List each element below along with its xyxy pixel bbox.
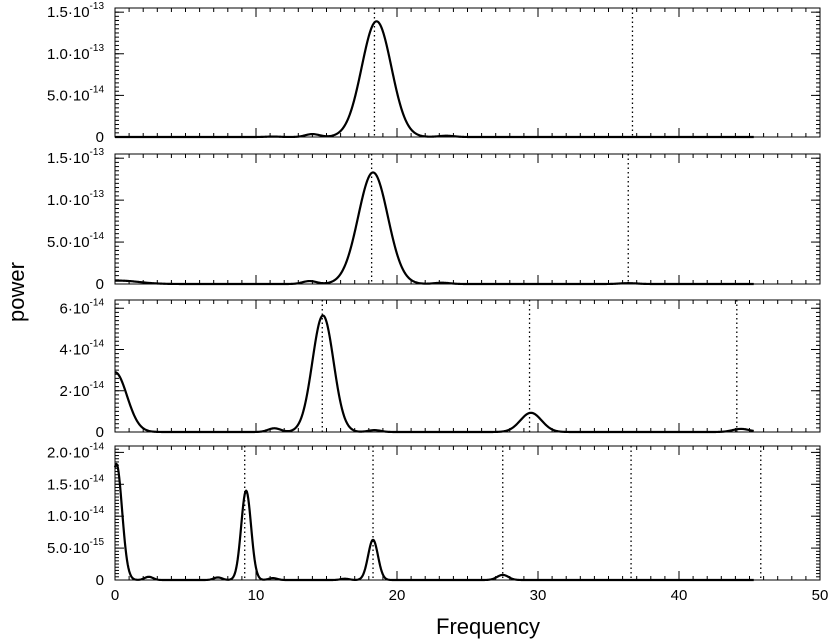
power-spectrum-curve [114,171,755,286]
panel-3: 0 2·10-14 4·10-14 6·10-14 [60,297,821,441]
panel-frame [114,7,821,138]
panel-1: 0 5.0·10-14 1.0·10-13 1.5·10-13 [47,1,821,146]
x-tick-label: 40 [671,587,688,604]
y-tick-label: 1.0·10-13 [47,43,104,63]
x-axis-title: Frequency [436,614,540,639]
y-tick-label: 0 [96,572,104,589]
y-tick-label: 0 [96,424,104,441]
panel-2: 0 5.0·10-14 1.0·10-13 1.5·10-13 [47,147,821,293]
y-tick-label: 6·10-14 [60,297,105,317]
x-tick-label: 0 [111,587,119,604]
y-tick-label: 2·10-14 [60,380,105,400]
panel-frame [114,445,821,581]
panel-frame [114,153,821,285]
x-tick-label: 10 [248,587,265,604]
panels-group: 05.0·10-141.0·10-131.5·10-1305.0·10-141.… [47,1,828,604]
y-tick-label: 5.0·10-14 [47,84,104,104]
y-tick-label: 1.0·10-13 [47,189,104,209]
y-tick-label: 1.0·10-14 [47,505,104,525]
power-spectrum-curve [114,314,755,434]
y-axis-title: power [4,262,29,322]
x-tick-label: 20 [389,587,406,604]
y-tick-label: 2.0·10-14 [47,441,104,461]
y-tick-label: 5.0·10-15 [47,537,104,557]
power-spectrum-curve [114,20,755,139]
y-tick-label: 0 [96,276,104,293]
x-tick-label: 50 [812,587,829,604]
y-tick-label: 5.0·10-14 [47,231,104,251]
panel-frame [114,299,821,433]
y-tick-label: 1.5·10-13 [47,147,104,167]
y-tick-label: 0 [96,129,104,146]
panel-4: 0 5.0·10-15 1.0·10-14 1.5·10-14 2.0·10-14 [47,441,821,589]
power-spectrum-curve [113,462,755,582]
x-tick-label: 30 [530,587,547,604]
y-tick-label: 1.5·10-14 [47,473,104,493]
y-tick-label: 1.5·10-13 [47,1,104,21]
y-tick-label: 4·10-14 [60,339,105,359]
